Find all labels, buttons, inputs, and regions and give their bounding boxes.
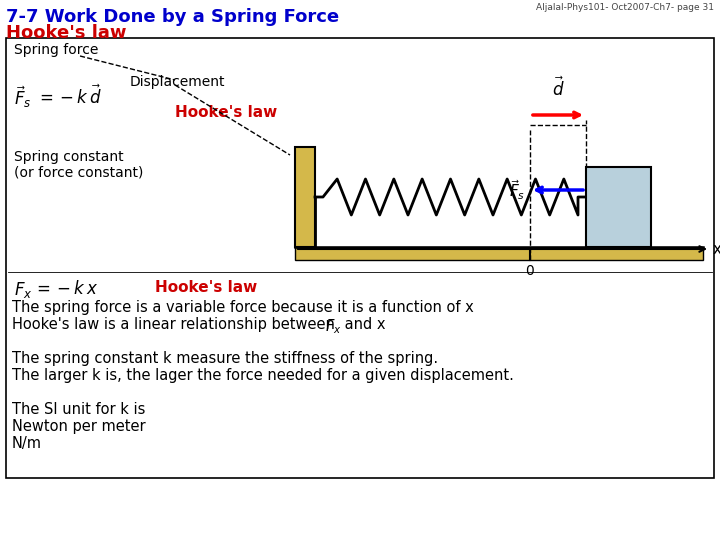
Text: x: x (713, 241, 720, 256)
Text: 0: 0 (526, 264, 534, 278)
Text: $F_x$: $F_x$ (14, 280, 32, 300)
Text: Hooke's law: Hooke's law (155, 280, 257, 295)
Bar (295, 247, 703, 260)
Text: 7-7 Work Done by a Spring Force: 7-7 Work Done by a Spring Force (6, 8, 339, 26)
Text: (or force constant): (or force constant) (14, 165, 143, 179)
Text: Newton per meter: Newton per meter (12, 419, 145, 434)
Text: The larger k is, the lager the force needed for a given displacement.: The larger k is, the lager the force nee… (12, 368, 514, 383)
Text: Hooke's law: Hooke's law (175, 105, 277, 120)
Text: and x: and x (340, 317, 385, 332)
Text: Aljalal-Phys101- Oct2007-Ch7- page 31: Aljalal-Phys101- Oct2007-Ch7- page 31 (536, 3, 714, 12)
Text: The spring force is a variable force because it is a function of x: The spring force is a variable force bec… (12, 300, 474, 315)
Text: Hooke's law is a linear relationship between: Hooke's law is a linear relationship bet… (12, 317, 340, 332)
Text: $F_x$: $F_x$ (325, 317, 341, 336)
Text: $\vec{F}_s$: $\vec{F}_s$ (509, 178, 525, 202)
Bar (6, 38, 714, 478)
Bar (586, 167, 651, 247)
Text: Displacement: Displacement (130, 75, 225, 89)
Text: $= - k\,\vec{d}$: $= - k\,\vec{d}$ (36, 85, 102, 109)
Text: Spring force: Spring force (14, 43, 99, 57)
Bar (295, 147, 315, 247)
Text: The spring constant k measure the stiffness of the spring.: The spring constant k measure the stiffn… (12, 351, 438, 366)
Text: $\vec{F}_s$: $\vec{F}_s$ (14, 85, 32, 111)
Text: $\vec{d}$: $\vec{d}$ (552, 77, 564, 100)
Text: $= - k\,x$: $= - k\,x$ (33, 280, 98, 298)
Text: The SI unit for k is: The SI unit for k is (12, 402, 145, 417)
Text: Hooke's law: Hooke's law (6, 24, 127, 42)
Text: N/m: N/m (12, 436, 42, 451)
Text: Spring constant: Spring constant (14, 150, 124, 164)
